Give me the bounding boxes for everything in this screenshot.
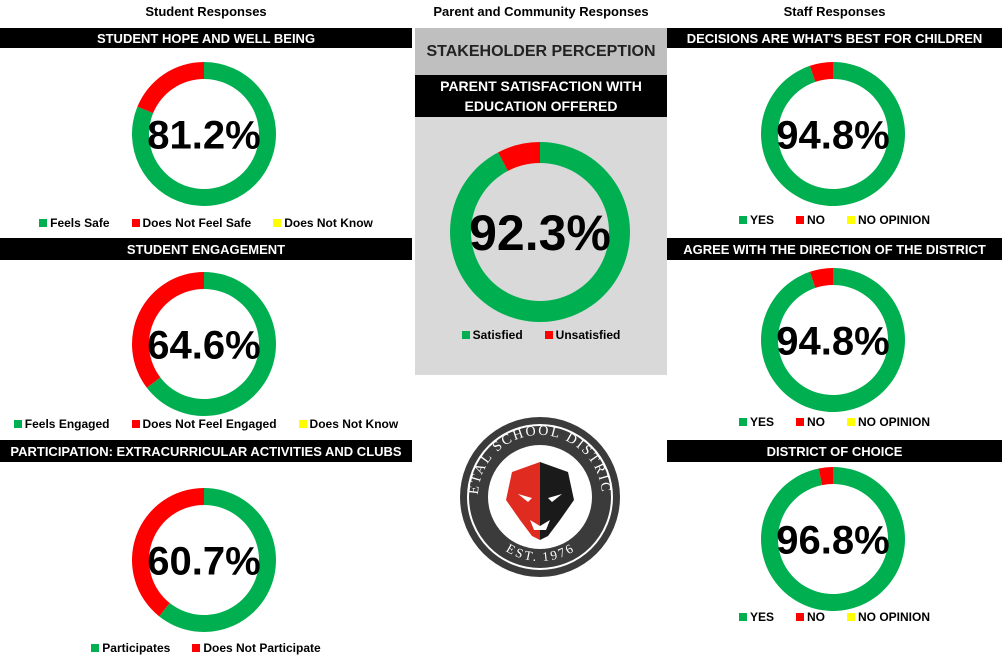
legend-label: NO OPINION [858,415,931,429]
legend-item: NO OPINION [847,213,930,227]
legend-item: NO OPINION [847,415,930,429]
legend-swatch [13,420,22,428]
chart-title: AGREE WITH THE DIRECTION OF THE DISTRICT [667,238,1002,260]
legend-item: NO [796,610,825,624]
legend-label: Feels Safe [50,216,110,230]
center-label: 81.2% [147,113,260,157]
donut-segment [131,488,204,617]
center-label: 96.8% [776,518,889,562]
donut-segment [131,272,204,388]
chart-title: PARTICIPATION: EXTRACURRICULAR ACTIVITIE… [0,440,412,462]
legend-item: Does Not Feel Engaged [131,417,277,431]
legend-item: NO [796,213,825,227]
legend: Satisfied Unsatisfied [415,328,667,342]
donut-segment [137,62,204,114]
legend-swatch [738,418,747,426]
legend: Participates Does Not Participate [0,641,412,655]
legend-label: Does Not Know [284,216,373,230]
donut-segment [818,467,833,486]
center-label: 64.6% [147,323,260,367]
legend-label: Does Not Feel Engaged [142,417,277,431]
legend-label: Does Not Know [309,417,399,431]
logo-est-path: EST. 1976 [504,540,576,564]
legend-swatch [461,331,470,339]
donut-segment [498,142,540,171]
legend-swatch [131,219,140,227]
legend-label: NO [807,415,825,429]
chart-title: DECISIONS ARE WHAT'S BEST FOR CHILDREN [667,28,1002,48]
legend-swatch [544,331,553,339]
legend-swatch [796,613,804,621]
legend-item: Participates [91,641,170,655]
legend-item: Does Not Know [298,417,399,431]
center-label: 60.7% [147,539,260,583]
legend-swatch [39,219,48,227]
staff-header: Staff Responses [783,4,886,19]
legend-label: YES [749,415,774,429]
legend-label: Unsatisfied [555,328,621,342]
logo-est: EST. 1976 [504,540,577,564]
legend-swatch [847,613,855,621]
legend-swatch [192,644,201,652]
legend: YES NO NO OPINION [667,610,1002,624]
legend-item: Feels Engaged [13,417,110,431]
legend: Feels Safe Does Not Feel Safe Does Not Kno… [0,216,412,230]
legend: YES NO NO OPINION [667,213,1002,227]
legend-label: Does Not Participate [203,641,321,655]
legend: YES NO NO OPINION [667,415,1002,429]
legend-item: NO [796,415,825,429]
legend-item: Does Not Know [273,216,373,230]
chart-title: DISTRICT OF CHOICE [667,440,1002,462]
legend-label: Does Not Feel Safe [142,216,252,230]
stakeholder-title: STAKEHOLDER PERCEPTION [415,28,667,75]
legend-label: NO [807,213,825,227]
legend-item: Does Not Feel Safe [131,216,252,230]
parent-header: Parent and Community Responses [433,4,649,19]
legend-item: Feels Safe [39,216,110,230]
legend-label: Satisfied [472,328,523,342]
legend-swatch [796,216,804,224]
legend-item: Unsatisfied [544,328,621,342]
chart-title: STUDENT HOPE AND WELL BEING [0,28,412,48]
legend-swatch [91,644,100,652]
student-header: Student Responses [145,4,267,19]
legend-item: Satisfied [461,328,523,342]
legend-swatch [273,219,282,227]
center-label: 92.3% [469,205,611,261]
legend-item: Does Not Participate [192,641,321,655]
legend-swatch [738,216,747,224]
chart-title: PARENT SATISFACTION WITH EDUCATION OFFER… [415,75,667,117]
legend-swatch [738,613,747,621]
legend-label: NO [807,610,825,624]
legend-label: NO OPINION [858,610,931,624]
legend-item: NO OPINION [847,610,930,624]
legend-label: NO OPINION [858,213,931,227]
legend-label: Participates [102,641,171,655]
donut-segment [809,62,833,82]
legend-swatch [298,420,307,428]
donut-segment [159,488,276,632]
legend-label: Feels Engaged [24,417,110,431]
legend-label: YES [749,213,774,227]
center-label: 94.8% [776,113,889,157]
legend-item: YES [738,415,774,429]
chart-title: STUDENT ENGAGEMENT [0,238,412,260]
legend-swatch [796,418,804,426]
legend-swatch [847,418,855,426]
legend: Feels Engaged Does Not Feel Engaged Does N… [0,417,412,431]
legend-swatch [131,420,140,428]
legend-label: YES [749,610,774,624]
legend-item: YES [738,213,774,227]
legend-item: YES [738,610,774,624]
center-label: 94.8% [776,319,889,363]
legend-swatch [847,216,855,224]
donut-segment [809,268,833,288]
